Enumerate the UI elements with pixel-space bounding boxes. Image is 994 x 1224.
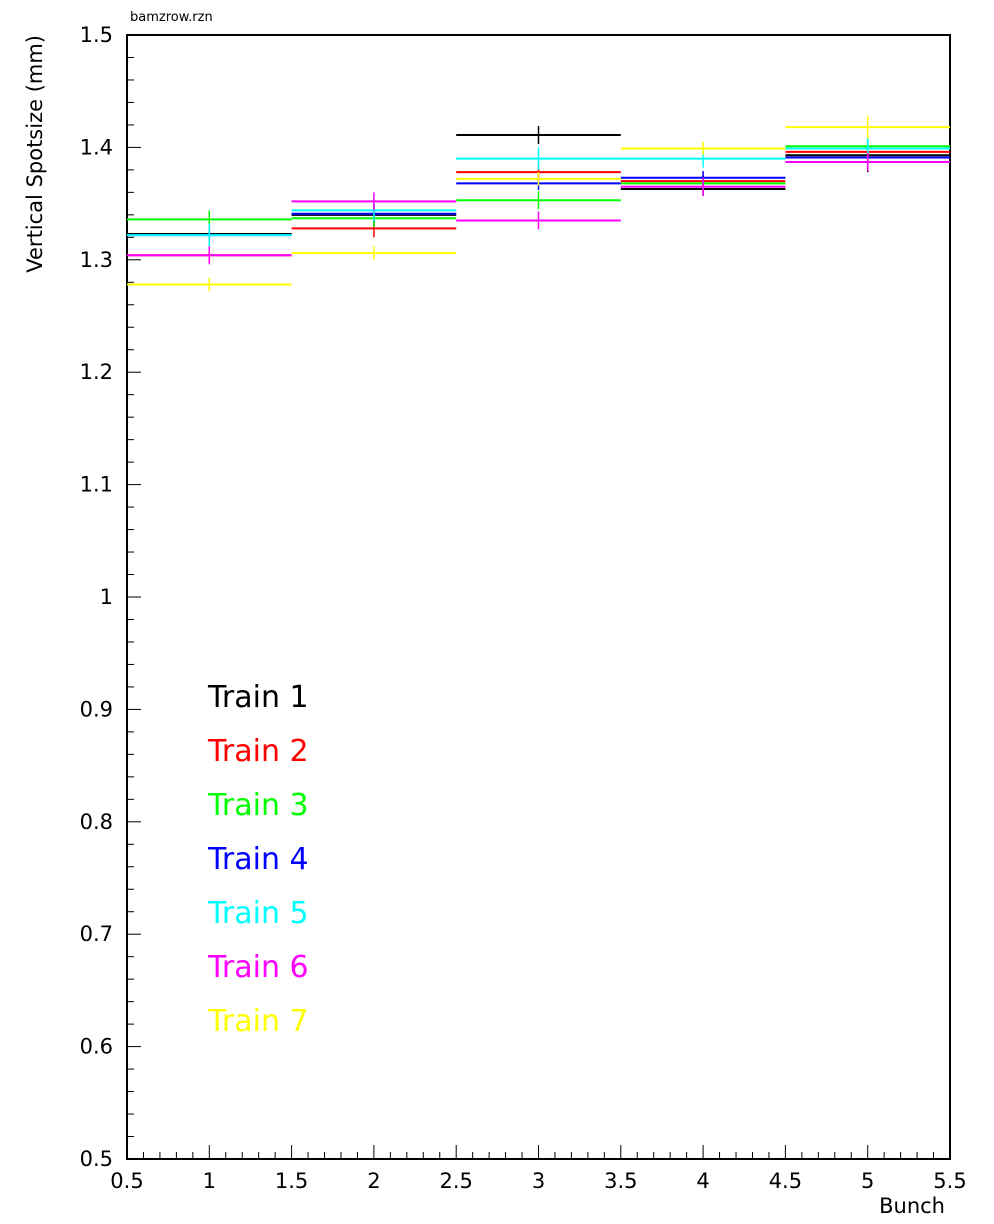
y-tick-label: 1 [100,585,113,609]
y-tick-label: 0.6 [80,1035,113,1059]
x-tick-label: 1 [203,1169,216,1193]
y-tick-label: 1.3 [80,248,113,272]
y-tick-label: 1.5 [80,23,113,47]
y-tick-label: 0.5 [80,1147,113,1171]
x-tick-label: 3.5 [604,1169,637,1193]
legend-item-train-5: Train 5 [207,896,309,931]
x-tick-label: 1.5 [275,1169,308,1193]
x-tick-label: 5.5 [933,1169,966,1193]
y-tick-label: 0.7 [80,922,113,946]
legend-item-train-1: Train 1 [207,680,309,715]
x-tick-label: 2 [367,1169,380,1193]
y-tick-label: 1.2 [80,360,113,384]
y-tick-label: 1.4 [80,135,113,159]
y-axis-title: Vertical Spotsize (mm) [23,35,47,273]
y-tick-label: 1.1 [80,473,113,497]
x-tick-label: 0.5 [110,1169,143,1193]
legend-item-train-7: Train 7 [207,1004,309,1039]
x-tick-label: 2.5 [439,1169,472,1193]
y-tick-label: 0.8 [80,810,113,834]
legend-item-train-4: Train 4 [207,842,309,877]
file-label: bamzrow.rzn [130,10,213,25]
legend-item-train-3: Train 3 [207,788,309,823]
x-tick-label: 3 [532,1169,545,1193]
y-axis: 0.5 0.6 0.7 0.8 0.9 1 1.1 1.2 1.3 1.4 1.5 [80,23,141,1171]
x-axis: 0.5 1 1.5 2 2.5 3 3.5 4 4.5 5 5.5 [110,1145,967,1193]
x-tick-label: 5 [861,1169,874,1193]
x-tick-label: 4.5 [769,1169,802,1193]
series-7 [127,115,950,292]
series-layer [127,115,950,292]
y-tick-label: 0.9 [80,697,113,721]
legend-item-train-2: Train 2 [207,734,309,769]
x-axis-title: Bunch [879,1194,945,1218]
legend-item-train-6: Train 6 [207,950,309,985]
series-6 [127,153,950,265]
legend: Train 1 Train 2 Train 3 Train 4 Train 5 Train… [207,680,309,1039]
x-tick-label: 4 [696,1169,709,1193]
